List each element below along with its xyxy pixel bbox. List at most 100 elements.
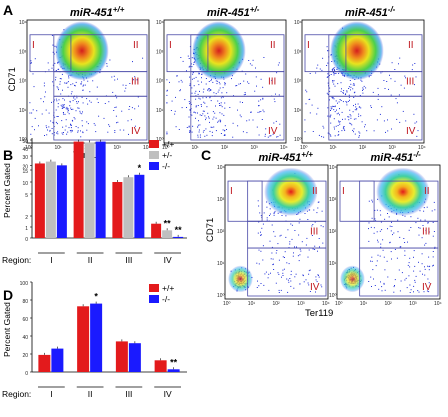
- y-tick-label: 0: [25, 371, 28, 377]
- bar: [128, 343, 141, 372]
- region-label: III: [422, 226, 430, 237]
- y-tick-label: 80: [22, 299, 28, 305]
- region-label: I: [307, 40, 310, 51]
- significance-mark: **: [164, 218, 172, 228]
- gate-region-iv: [328, 95, 423, 141]
- bar: [112, 182, 123, 238]
- y-tick-label: 10³: [19, 49, 27, 55]
- density-hotspot: [264, 167, 318, 216]
- x-tick-label: 10⁰: [300, 145, 308, 151]
- bar: [51, 348, 64, 372]
- gate-region-iv: [359, 247, 439, 297]
- x-axis-label: Region:: [2, 255, 31, 265]
- x-tick-label: 10³: [114, 145, 122, 151]
- x-tick-label: 10¹: [55, 145, 63, 151]
- x-tick-label: 10⁴: [418, 145, 426, 151]
- panel-label-d: D: [3, 287, 13, 303]
- bar: [154, 360, 167, 372]
- x-tick-label: 10²: [385, 301, 393, 307]
- region-label: IV: [310, 282, 320, 293]
- y-tick-label: 10¹: [329, 261, 337, 267]
- category-label: III: [125, 389, 132, 399]
- density-hotspot: [376, 167, 430, 216]
- density-hotspot: [192, 21, 246, 81]
- x-tick-label: 10³: [251, 145, 259, 151]
- x-axis-label: Ter119: [305, 308, 333, 319]
- region-label: III: [131, 77, 139, 88]
- x-tick-label: 10²: [273, 301, 281, 307]
- category-label: III: [125, 255, 132, 265]
- region-label: IV: [268, 126, 278, 137]
- significance-mark: *: [94, 292, 98, 302]
- region-label: II: [133, 40, 139, 51]
- y-tick-label: 10¹: [156, 108, 164, 114]
- bar: [173, 236, 184, 238]
- bar: [73, 141, 84, 238]
- y-tick-label: 20: [22, 353, 28, 359]
- gate-region-i: [29, 34, 72, 73]
- x-tick-label: 10¹: [330, 145, 338, 151]
- y-tick-label: 0: [25, 237, 28, 243]
- x-tick-label: 10¹: [360, 301, 368, 307]
- y-tick-label: 10³: [156, 49, 164, 55]
- bar: [134, 174, 145, 238]
- density-hotspot: [228, 265, 253, 293]
- y-tick-label: 50: [22, 139, 28, 145]
- x-tick-label: 10²: [221, 145, 229, 151]
- y-axis-label: Percent Gated: [2, 302, 12, 357]
- y-axis-label: Percent Gated: [2, 163, 12, 218]
- panel-label-b: B: [3, 147, 13, 163]
- y-tick-label: 10⁰: [329, 293, 337, 299]
- y-tick-label: 100: [20, 281, 29, 287]
- x-tick-label: 10⁰: [335, 301, 343, 307]
- bar: [56, 165, 67, 238]
- x-tick-label: 10⁰: [162, 145, 170, 151]
- y-tick-label: 15: [22, 169, 28, 175]
- y-tick-label: 10²: [329, 229, 337, 235]
- x-tick-label: 10³: [409, 301, 417, 307]
- x-tick-label: 10⁴: [434, 301, 442, 307]
- y-axis-label: CD71: [7, 67, 18, 91]
- y-tick-label: 10²: [294, 79, 302, 85]
- gate-region-i: [166, 34, 209, 73]
- gate-region-iv: [190, 95, 285, 141]
- legend-swatch: [149, 151, 159, 159]
- x-tick-label: 10⁴: [322, 301, 330, 307]
- y-tick-label: 10⁴: [156, 20, 164, 26]
- region-label: I: [169, 40, 172, 51]
- legend-label: +/+: [162, 139, 174, 149]
- region-label: IV: [406, 126, 416, 137]
- y-tick-label: 10⁰: [294, 137, 302, 143]
- category-label: II: [88, 255, 93, 265]
- x-tick-label: 10³: [297, 301, 305, 307]
- legend-label: -/-: [162, 294, 170, 304]
- category-label: IV: [164, 389, 172, 399]
- y-tick-label: 10⁴: [329, 165, 337, 171]
- panel-label-a: A: [3, 2, 13, 18]
- significance-mark: *: [138, 163, 142, 173]
- gate-region-iv: [247, 247, 327, 297]
- y-tick-label: 10³: [217, 197, 225, 203]
- region-label: II: [270, 40, 276, 51]
- region-label: III: [310, 226, 318, 237]
- x-axis-label: Region:: [2, 389, 31, 399]
- region-label: III: [406, 77, 414, 88]
- region-label: II: [408, 40, 414, 51]
- region-label: IV: [422, 282, 432, 293]
- density-hotspot: [55, 21, 109, 81]
- legend-label: +/+: [162, 283, 174, 293]
- genotype-title: miR-451-/-: [345, 5, 396, 19]
- category-label: I: [50, 389, 52, 399]
- y-tick-label: 30: [22, 155, 28, 161]
- legend-label: -/-: [162, 161, 170, 171]
- y-tick-label: 10⁰: [217, 293, 225, 299]
- region-label: II: [312, 186, 318, 197]
- bar: [38, 354, 51, 372]
- bar: [77, 306, 90, 372]
- region-label: IV: [131, 126, 141, 137]
- y-tick-label: 5: [25, 193, 28, 199]
- density-hotspot: [340, 265, 365, 293]
- y-tick-label: 10: [22, 181, 28, 187]
